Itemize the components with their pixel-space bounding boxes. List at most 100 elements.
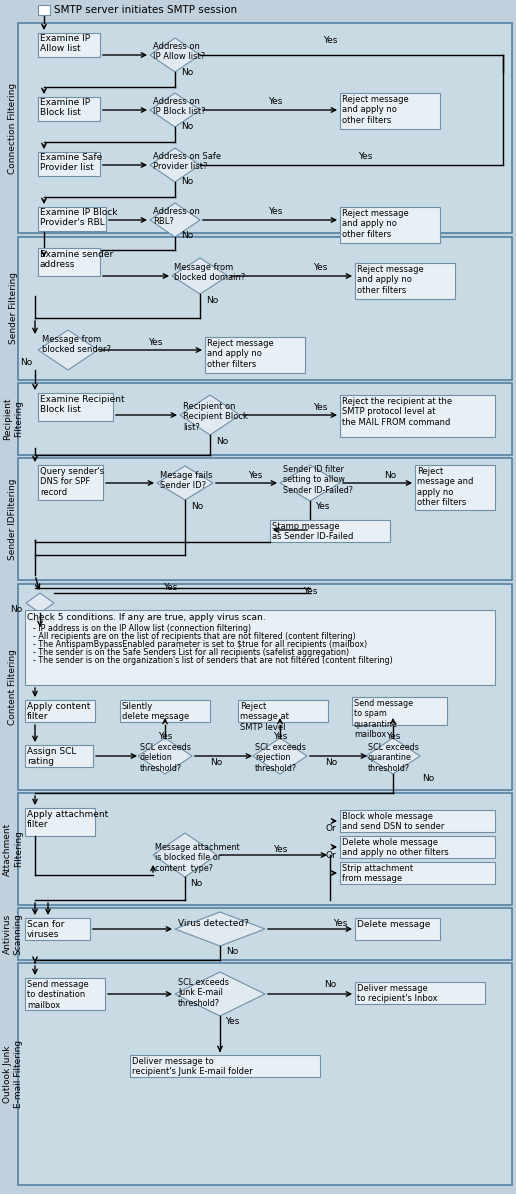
Polygon shape — [38, 330, 98, 370]
Text: No: No — [10, 605, 22, 614]
Text: Reject
message and
apply no
other filters: Reject message and apply no other filter… — [417, 467, 473, 507]
Polygon shape — [253, 738, 307, 774]
Text: No: No — [181, 122, 194, 131]
Text: Examine Safe
Provider list: Examine Safe Provider list — [40, 153, 102, 172]
Text: No: No — [181, 230, 194, 240]
Text: SCL exceeds
quarantine
threshold?: SCL exceeds quarantine threshold? — [368, 743, 419, 773]
Bar — [18, 23, 512, 233]
Text: Send message
to spam
quarantine
mailbox: Send message to spam quarantine mailbox — [354, 698, 413, 739]
Bar — [38, 207, 106, 230]
Text: - The sender is on the organization's list of senders that are not filtered (con: - The sender is on the organization's li… — [33, 656, 393, 665]
Text: Apply attachment
filter: Apply attachment filter — [27, 810, 108, 830]
Text: Address on Safe
Provider list?: Address on Safe Provider list? — [153, 152, 221, 172]
Bar — [120, 700, 210, 722]
Text: No: No — [325, 758, 337, 767]
Text: Yes: Yes — [313, 404, 327, 412]
Polygon shape — [26, 593, 54, 613]
Polygon shape — [172, 258, 228, 294]
Text: Yes: Yes — [158, 732, 172, 741]
Text: - The AntispamBypassEnabled parameter is set to $true for all recipients (mailbo: - The AntispamBypassEnabled parameter is… — [33, 640, 367, 650]
Text: Sender Filtering: Sender Filtering — [8, 272, 18, 345]
Text: Yes: Yes — [303, 587, 317, 596]
Text: Delete whole message
and apply no other filters: Delete whole message and apply no other … — [342, 838, 449, 857]
Text: Yes: Yes — [248, 470, 262, 480]
Text: Attachment
Filtering: Attachment Filtering — [3, 823, 23, 875]
Text: No: No — [191, 501, 203, 511]
Bar — [18, 584, 512, 790]
Bar — [38, 5, 50, 16]
Text: Examine IP
Block list: Examine IP Block list — [40, 98, 90, 117]
Polygon shape — [175, 912, 265, 946]
Text: Yes: Yes — [358, 152, 372, 161]
Polygon shape — [175, 972, 265, 1016]
Bar — [18, 383, 512, 455]
Text: Delete message: Delete message — [357, 921, 430, 929]
Bar — [340, 93, 440, 129]
Bar — [415, 464, 495, 510]
Text: SCL exceeds
deletion
threshold?: SCL exceeds deletion threshold? — [140, 743, 191, 773]
Polygon shape — [150, 38, 200, 72]
Bar — [130, 1055, 320, 1077]
Text: Yes: Yes — [225, 1017, 239, 1026]
Text: Recipient on
Recipient Block
list?: Recipient on Recipient Block list? — [183, 402, 248, 432]
Bar — [38, 97, 100, 121]
Bar — [352, 697, 447, 725]
Text: No: No — [206, 296, 218, 304]
Text: Reject message
and apply no
other filters: Reject message and apply no other filter… — [342, 209, 409, 239]
Bar — [25, 808, 95, 836]
Text: No: No — [422, 774, 434, 783]
Text: Sender ID filter
setting to allow
Sender ID-Failed?: Sender ID filter setting to allow Sender… — [283, 464, 353, 494]
Text: Virus detected?: Virus detected? — [178, 919, 249, 928]
Bar — [38, 248, 100, 276]
Polygon shape — [150, 148, 200, 181]
Polygon shape — [366, 738, 420, 774]
Text: Address on
IP Allow list?: Address on IP Allow list? — [153, 42, 205, 61]
Bar — [25, 610, 495, 685]
Text: No: No — [190, 879, 202, 888]
Polygon shape — [150, 203, 200, 236]
Text: Reject message
and apply no
other filters: Reject message and apply no other filter… — [342, 96, 409, 125]
Text: Connection Filtering: Connection Filtering — [8, 82, 18, 173]
Polygon shape — [180, 395, 240, 435]
Bar — [38, 393, 113, 421]
Text: Or: Or — [325, 851, 336, 860]
Text: Query sender's
DNS for SPF
record: Query sender's DNS for SPF record — [40, 467, 104, 497]
Text: Mesage fails
Sender ID?: Mesage fails Sender ID? — [160, 470, 213, 491]
Text: Assign SCL
rating: Assign SCL rating — [27, 747, 76, 767]
Text: Reject the recipient at the
SMTP protocol level at
the MAIL FROM command: Reject the recipient at the SMTP protoco… — [342, 396, 452, 426]
Polygon shape — [138, 738, 192, 774]
Text: Strip attachment
from message: Strip attachment from message — [342, 864, 413, 884]
Bar — [340, 810, 495, 832]
Text: Yes: Yes — [315, 501, 329, 511]
Text: - All recipients are on the list of recipients that are not filtered (content fi: - All recipients are on the list of reci… — [33, 632, 356, 641]
Text: Yes: Yes — [386, 732, 400, 741]
Text: Check 5 conditions. If any are true, apply virus scan.: Check 5 conditions. If any are true, app… — [27, 613, 266, 622]
Text: Deliver message
to recipient's Inbox: Deliver message to recipient's Inbox — [357, 984, 438, 1003]
Text: No: No — [181, 177, 194, 186]
Bar — [355, 981, 485, 1004]
Polygon shape — [280, 464, 340, 501]
Bar — [205, 337, 305, 373]
Text: SCL exceeds
Junk E-mail
threshold?: SCL exceeds Junk E-mail threshold? — [178, 978, 229, 1008]
Bar — [25, 978, 105, 1010]
Bar — [340, 862, 495, 884]
Bar — [25, 918, 90, 940]
Text: Reject message
and apply no
other filters: Reject message and apply no other filter… — [207, 339, 274, 369]
Text: No: No — [20, 358, 32, 367]
Bar — [38, 33, 100, 57]
Bar — [38, 152, 100, 176]
Polygon shape — [153, 833, 217, 878]
Text: - IP address is on the IP Allow list (connection filtering): - IP address is on the IP Allow list (co… — [33, 624, 251, 633]
Text: Outlook Junk
E-mail Filtering: Outlook Junk E-mail Filtering — [3, 1040, 23, 1108]
Bar — [18, 458, 512, 580]
Text: Yes: Yes — [268, 97, 282, 106]
Text: Examine Recipient
Block list: Examine Recipient Block list — [40, 395, 125, 414]
Text: Recipient
Filtering: Recipient Filtering — [3, 398, 23, 441]
Text: Yes: Yes — [163, 583, 177, 592]
Text: SMTP server initiates SMTP session: SMTP server initiates SMTP session — [54, 5, 237, 16]
Text: Scan for
viruses: Scan for viruses — [27, 921, 64, 940]
Text: Reject
message at
SMTP level: Reject message at SMTP level — [240, 702, 289, 732]
Text: Examine sender
address: Examine sender address — [40, 250, 113, 270]
Bar — [340, 207, 440, 244]
Text: Silently
delete message: Silently delete message — [122, 702, 189, 721]
